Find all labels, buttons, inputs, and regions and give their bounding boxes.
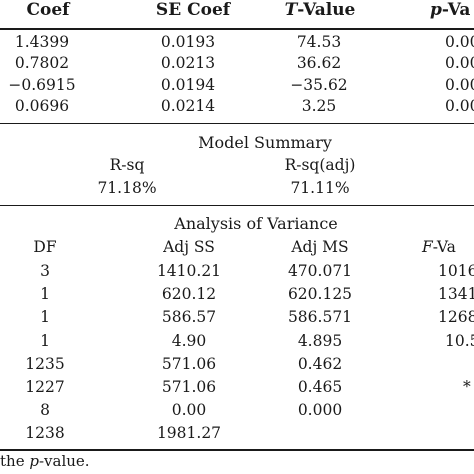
t-value-header-italic: T xyxy=(284,0,298,20)
coef-cell: −0.6915 xyxy=(8,76,76,94)
section-rule xyxy=(0,205,474,206)
rsq-label: R-sq xyxy=(109,156,145,174)
adj-ss-cell: 4.90 xyxy=(171,332,207,350)
se-coef-column-header: SE Coef xyxy=(155,0,231,20)
adj-ss-cell: 1410.21 xyxy=(156,262,222,280)
adj-ss-cell: 620.12 xyxy=(161,285,217,303)
coef-cell: 1.4399 xyxy=(14,33,70,51)
rsq-value: 71.18% xyxy=(97,179,157,197)
adj-ss-cell: 0.00 xyxy=(171,401,207,419)
df-cell: 3 xyxy=(40,262,50,280)
t-value-cell: 36.62 xyxy=(296,54,342,72)
bottom-rule xyxy=(0,449,474,451)
df-cell: 1227 xyxy=(25,378,65,396)
footnote-pre: the xyxy=(0,452,30,470)
adj-ms-column-header: Adj MS xyxy=(291,238,349,256)
adj-ms-cell: 4.895 xyxy=(297,332,343,350)
header-rule xyxy=(0,28,474,30)
p-value-cell: 0.00 xyxy=(445,97,474,115)
adj-ss-column-header: Adj SS xyxy=(163,238,215,256)
coef-cell: 0.7802 xyxy=(14,54,70,72)
footnote-italic: p xyxy=(29,452,39,470)
df-cell: 1 xyxy=(40,332,50,350)
df-cell: 1235 xyxy=(25,355,65,373)
anova-title: Analysis of Variance xyxy=(174,214,338,233)
df-column-header: DF xyxy=(33,238,57,256)
rsq-adj-label: R-sq(adj) xyxy=(284,156,356,174)
adj-ss-cell: 586.57 xyxy=(161,308,217,326)
coef-column-header: Coef xyxy=(26,0,70,20)
se-coef-cell: 0.0194 xyxy=(160,76,216,94)
p-value-header-italic: p xyxy=(430,0,442,20)
model-summary-title: Model Summary xyxy=(198,133,332,152)
t-value-cell: 3.25 xyxy=(301,97,337,115)
df-cell: 1 xyxy=(40,285,50,303)
adj-ms-cell: 0.465 xyxy=(297,378,343,396)
p-value-cell: 0.00 xyxy=(445,76,474,94)
f-value-header-rest: -Va xyxy=(432,238,456,256)
section-rule xyxy=(0,123,474,124)
p-value-cell: 0.00 xyxy=(445,54,474,72)
se-coef-cell: 0.0214 xyxy=(160,97,216,115)
adj-ss-cell: 571.06 xyxy=(161,355,217,373)
t-value-cell: 74.53 xyxy=(296,33,342,51)
adj-ms-cell: 586.571 xyxy=(287,308,353,326)
p-value-column-header: p-Va xyxy=(430,0,470,20)
f-value-cell: 1016 xyxy=(438,262,474,280)
df-cell: 1238 xyxy=(25,424,65,442)
p-value-header-rest: -Va xyxy=(441,0,471,20)
coef-cell: 0.0696 xyxy=(14,97,70,115)
adj-ms-cell: 620.125 xyxy=(287,285,353,303)
se-coef-cell: 0.0213 xyxy=(160,54,216,72)
f-value-cell: 10.5 xyxy=(445,332,474,350)
t-value-header-rest: -Value xyxy=(297,0,356,20)
se-coef-cell: 0.0193 xyxy=(160,33,216,51)
f-value-cell: * xyxy=(463,378,471,396)
t-value-column-header: T-Value xyxy=(285,0,356,20)
df-cell: 1 xyxy=(40,308,50,326)
footnote-post: -value. xyxy=(38,452,90,470)
rsq-adj-value: 71.11% xyxy=(290,179,350,197)
df-cell: 8 xyxy=(40,401,50,419)
adj-ms-cell: 0.000 xyxy=(297,401,343,419)
footnote: the p-value. xyxy=(0,452,90,470)
p-value-cell: 0.00 xyxy=(445,33,474,51)
adj-ss-cell: 1981.27 xyxy=(156,424,222,442)
f-value-header-italic: F xyxy=(422,238,433,256)
f-value-cell: 1341 xyxy=(438,285,474,303)
f-value-cell: 1268 xyxy=(438,308,474,326)
adj-ms-cell: 470.071 xyxy=(287,262,353,280)
f-value-column-header: F-Va xyxy=(422,238,456,256)
adj-ss-cell: 571.06 xyxy=(161,378,217,396)
adj-ms-cell: 0.462 xyxy=(297,355,343,373)
t-value-cell: −35.62 xyxy=(290,76,348,94)
